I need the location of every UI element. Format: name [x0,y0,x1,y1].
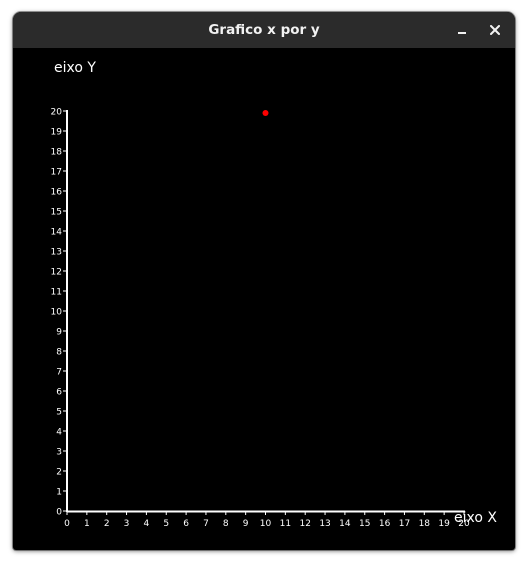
x-tick-label: 12 [299,519,310,529]
x-tick-label: 0 [64,519,70,529]
y-tick-label: 20 [51,108,63,118]
data-point [262,110,269,116]
x-tick-label: 1 [84,519,90,529]
x-tick-label: 9 [243,519,249,529]
x-tick-label: 3 [124,519,130,529]
close-button[interactable] [483,18,507,42]
y-axis-title: eixo Y [54,60,96,76]
x-tick-label: 19 [438,519,450,529]
y-tick-label: 19 [51,128,63,138]
y-tick-label: 13 [51,248,62,258]
y-tick-label: 0 [56,508,62,518]
x-axis-title: eixo X [454,510,497,526]
x-tick-label: 18 [419,519,431,529]
scatter-chart: 0 1 2 3 4 5 6 7 8 9 10 11 12 13 14 15 16 17 18 19 20 0123456… [51,108,470,530]
y-tick-label: 4 [56,428,62,438]
y-tick-label: 2 [56,468,62,478]
close-icon [490,25,500,35]
y-tick-label: 3 [56,448,62,458]
x-tick-label: 2 [104,519,110,529]
y-tick-label: 10 [51,308,63,318]
x-tick-label: 4 [144,519,150,529]
y-tick-label: 15 [51,208,62,218]
y-tick-label: 1 [56,488,62,498]
minimize-icon [458,32,466,34]
app-window: Grafico x por y 0 1 2 3 4 5 6 7 8 9 10 11 12 13 14 15 16… [13,12,515,550]
x-tick-label: 15 [359,519,370,529]
y-tick-label: 6 [56,388,62,398]
y-tick-label: 12 [51,268,62,278]
x-tick-label: 13 [319,519,330,529]
y-tick-label: 11 [51,288,62,298]
x-tick-label: 10 [260,519,272,529]
y-tick-label: 8 [56,348,62,358]
y-tick-label: 5 [56,408,62,418]
y-tick-label: 14 [51,228,63,238]
minimize-button[interactable] [450,18,474,42]
y-tick-label: 17 [51,168,62,178]
y-tick-label: 16 [51,188,63,198]
x-tick-label: 5 [163,519,169,529]
x-tick-label: 8 [223,519,229,529]
x-tick-label: 16 [379,519,391,529]
x-tick-label: 11 [280,519,291,529]
x-tick-label: 7 [203,519,209,529]
y-tick-label: 9 [56,328,62,338]
title-bar[interactable]: Grafico x por y [13,12,515,48]
y-tick-label: 7 [56,368,62,378]
x-tick-label: 6 [183,519,189,529]
x-tick-label: 17 [399,519,410,529]
window-title: Grafico x por y [208,22,320,38]
y-tick-label: 18 [51,148,63,158]
x-tick-label: 20 [458,519,470,529]
x-tick-label: 14 [339,519,351,529]
